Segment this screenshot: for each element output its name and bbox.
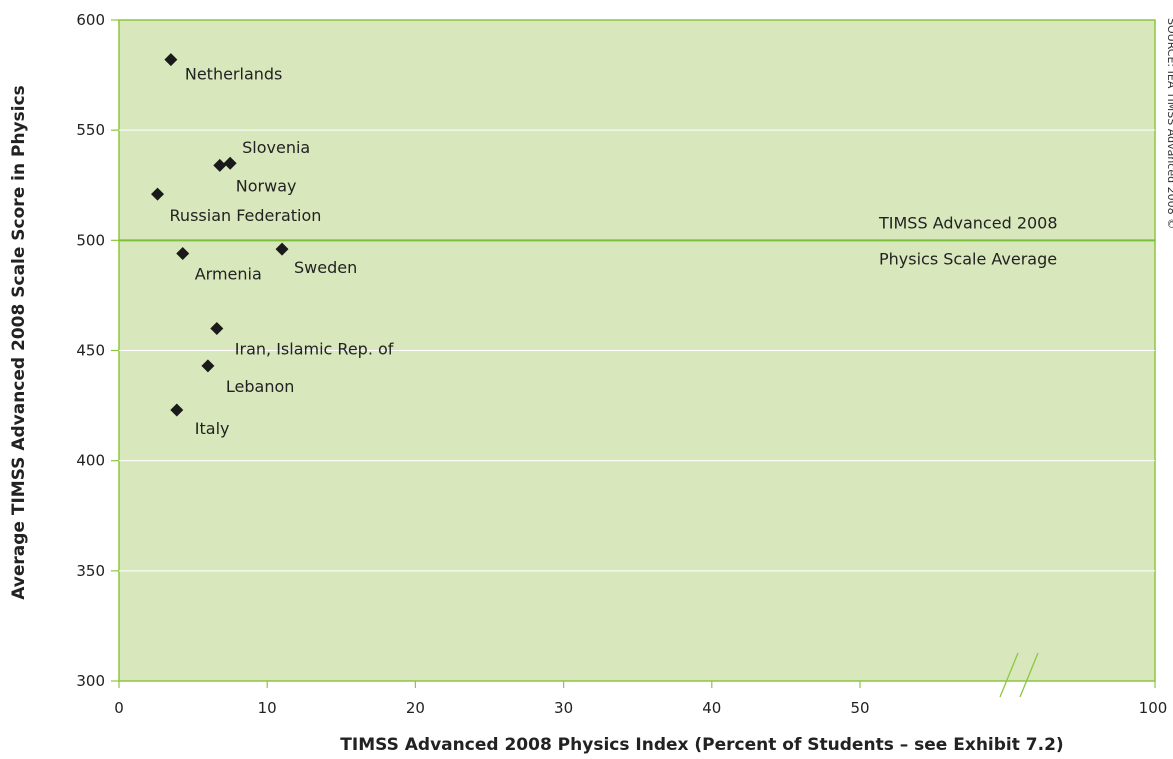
x-axis-title: TIMSS Advanced 2008 Physics Index (Perce… bbox=[340, 735, 1063, 755]
x-tick-label-20: 20 bbox=[406, 699, 425, 717]
point-label-slovenia: Slovenia bbox=[242, 138, 310, 157]
point-label-lebanon: Lebanon bbox=[226, 377, 295, 396]
reference-line-label-line2: Physics Scale Average bbox=[879, 249, 1057, 268]
y-tick-label-500: 500 bbox=[76, 231, 105, 249]
x-tick-label-30: 30 bbox=[554, 699, 573, 717]
x-tick-label-10: 10 bbox=[258, 699, 277, 717]
x-tick-label-40: 40 bbox=[702, 699, 721, 717]
x-tick-label-50: 50 bbox=[850, 699, 869, 717]
y-tick-label-400: 400 bbox=[76, 452, 105, 470]
point-marker-iran-islamic-rep-of bbox=[210, 321, 224, 335]
point-label-russian-federation: Russian Federation bbox=[170, 206, 322, 225]
point-marker-netherlands bbox=[164, 53, 178, 67]
data-points: Netherlands Slovenia Norway Russian Federat… bbox=[151, 53, 394, 438]
gridlines bbox=[119, 129, 1155, 572]
point-label-iran-islamic-rep-of: Iran, Islamic Rep. of bbox=[235, 339, 394, 358]
y-tick-label-350: 350 bbox=[76, 562, 105, 580]
x-tick-label-100: 100 bbox=[1139, 699, 1168, 717]
y-axis-ticks: 300 350 400 450 500 550 600 bbox=[76, 11, 119, 690]
point-label-italy: Italy bbox=[195, 419, 230, 438]
x-axis-ticks: 0 10 20 30 40 50 100 bbox=[114, 681, 1167, 717]
axis-break-line-2 bbox=[1019, 652, 1039, 698]
point-marker-armenia bbox=[176, 247, 190, 261]
y-tick-label-300: 300 bbox=[76, 672, 105, 690]
point-label-sweden: Sweden bbox=[294, 258, 357, 277]
point-label-norway: Norway bbox=[236, 176, 297, 195]
axis-break-line-1 bbox=[999, 652, 1019, 698]
y-tick-label-450: 450 bbox=[76, 342, 105, 360]
x-tick-label-0: 0 bbox=[114, 699, 124, 717]
reference-line-label-line1: TIMSS Advanced 2008 bbox=[878, 213, 1058, 232]
point-marker-lebanon bbox=[201, 359, 215, 373]
source-note: SOURCE: IEA TIMSS Advanced 2008 © bbox=[1165, 18, 1173, 229]
point-marker-norway bbox=[213, 158, 227, 172]
y-tick-label-550: 550 bbox=[76, 121, 105, 139]
y-tick-label-600: 600 bbox=[76, 11, 105, 29]
point-marker-italy bbox=[170, 403, 184, 417]
point-marker-slovenia bbox=[223, 156, 237, 170]
x-axis-break-mark bbox=[999, 652, 1039, 698]
point-label-armenia: Armenia bbox=[195, 265, 262, 284]
point-label-netherlands: Netherlands bbox=[185, 65, 283, 84]
y-axis-title: Average TIMSS Advanced 2008 Scale Score … bbox=[9, 85, 29, 600]
point-marker-sweden bbox=[275, 242, 289, 256]
point-marker-russian-federation bbox=[151, 187, 165, 201]
